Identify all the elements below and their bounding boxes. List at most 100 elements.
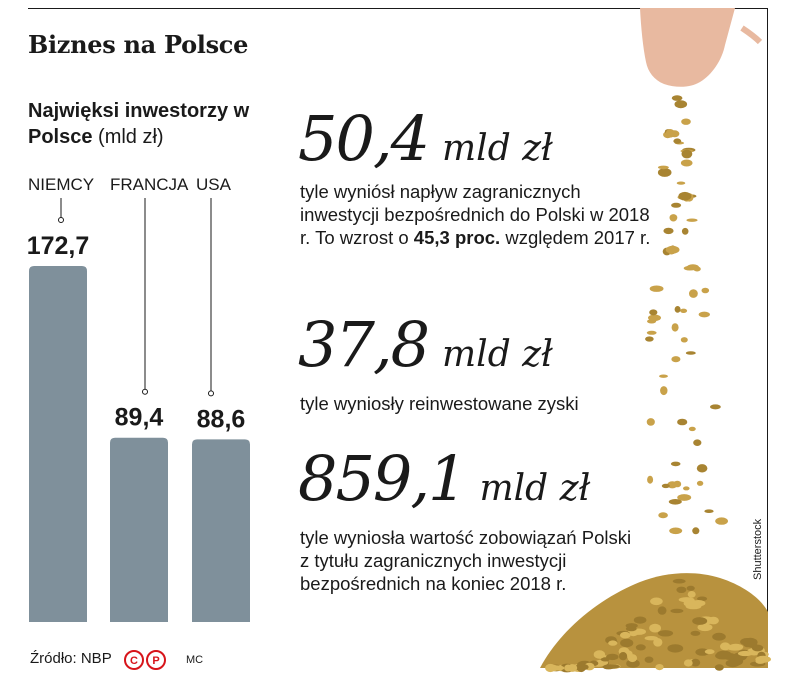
value-label: 89,4 xyxy=(115,404,164,432)
coin xyxy=(677,418,688,426)
coin xyxy=(667,644,684,653)
coin xyxy=(683,659,693,667)
coin xyxy=(681,227,689,235)
hand-image xyxy=(640,8,735,87)
coin xyxy=(714,664,724,671)
coin xyxy=(574,666,586,670)
coin xyxy=(657,630,674,637)
coin xyxy=(633,616,647,624)
coin xyxy=(704,649,715,655)
stat-2-number: 37,8 xyxy=(298,308,430,381)
coin xyxy=(676,586,687,593)
coin xyxy=(693,439,702,447)
coin xyxy=(593,650,606,659)
coin xyxy=(683,486,690,491)
stat-1-text-bold: 45,3 proc. xyxy=(413,227,501,248)
coin xyxy=(681,118,691,125)
right-rule xyxy=(767,8,768,648)
coin xyxy=(685,603,702,610)
coin xyxy=(649,623,661,633)
stat-2-text: tyle wyniosły reinwestowane zyski xyxy=(300,393,579,414)
photo-credit: Shutterstock xyxy=(752,518,764,580)
coin xyxy=(678,191,692,201)
coin xyxy=(690,630,701,636)
coin xyxy=(647,475,654,484)
coin xyxy=(671,95,683,101)
coin xyxy=(647,319,657,324)
coin xyxy=(672,578,686,584)
coin xyxy=(670,130,680,138)
coin xyxy=(649,285,664,292)
coin xyxy=(602,664,615,670)
category-label: USA xyxy=(196,175,232,194)
coin xyxy=(649,309,658,316)
coin xyxy=(657,606,667,615)
coin xyxy=(751,644,764,652)
coin xyxy=(655,664,664,671)
bar xyxy=(192,439,250,622)
coin xyxy=(696,464,708,473)
coin xyxy=(696,480,704,486)
stat-1-text: tyle wyniósł napływ zagranicznych inwest… xyxy=(300,180,660,249)
coin xyxy=(671,323,679,332)
stat-3-unit: mld zł xyxy=(479,468,591,509)
stat-3-number-block: 859,1 mld zł xyxy=(298,448,590,520)
coin xyxy=(692,617,708,625)
svg-text:C: C xyxy=(130,655,138,667)
coin xyxy=(661,483,670,489)
coin xyxy=(646,418,655,426)
svg-text:P: P xyxy=(152,655,159,667)
coin xyxy=(686,585,695,591)
coin xyxy=(701,287,710,294)
coin xyxy=(663,227,674,235)
coin xyxy=(665,245,680,254)
category-label: FRANCJA xyxy=(110,175,189,194)
coin xyxy=(740,638,754,646)
coin xyxy=(687,591,696,598)
hand-edge xyxy=(740,25,763,45)
chart-title-bold: Najwięksi inwestorzy w Polsce xyxy=(28,100,250,148)
coin xyxy=(620,638,634,648)
coin xyxy=(673,138,682,144)
author-initials: MC xyxy=(186,654,204,666)
stat-1-unit: mld zł xyxy=(442,128,553,169)
coin xyxy=(645,336,654,342)
coin xyxy=(653,638,663,647)
coin xyxy=(635,644,646,651)
coin xyxy=(677,494,692,501)
coin xyxy=(671,356,681,363)
stat-2-unit: mld zł xyxy=(442,334,553,375)
coin xyxy=(685,351,696,355)
bar xyxy=(29,266,87,622)
coin xyxy=(668,499,682,505)
coin xyxy=(658,512,668,519)
leader-dot xyxy=(208,390,214,397)
coin xyxy=(697,623,713,632)
coin xyxy=(725,659,740,668)
coin xyxy=(625,626,637,632)
coin xyxy=(670,608,684,614)
stat-2-number-block: 37,8 mld zł xyxy=(298,314,553,386)
coin xyxy=(600,657,610,662)
page-title: Biznes na Polsce xyxy=(28,30,249,59)
coin xyxy=(667,481,678,489)
coin xyxy=(728,643,744,651)
coin xyxy=(620,631,631,639)
stat-1-number: 50,4 xyxy=(298,102,430,175)
coin xyxy=(669,214,678,222)
coin-pile xyxy=(540,573,768,668)
coin xyxy=(686,218,698,222)
coin xyxy=(680,159,693,167)
coin xyxy=(680,308,688,313)
coin xyxy=(710,404,721,410)
bar xyxy=(110,437,168,622)
coin xyxy=(681,149,693,159)
coin xyxy=(646,330,657,335)
coin xyxy=(608,640,618,646)
coin xyxy=(671,202,682,208)
coin xyxy=(680,337,688,343)
coin xyxy=(670,461,681,467)
coin xyxy=(549,665,565,671)
stat-1-text-before: tyle wyniósł napływ zagranicznych inwest… xyxy=(300,181,650,248)
